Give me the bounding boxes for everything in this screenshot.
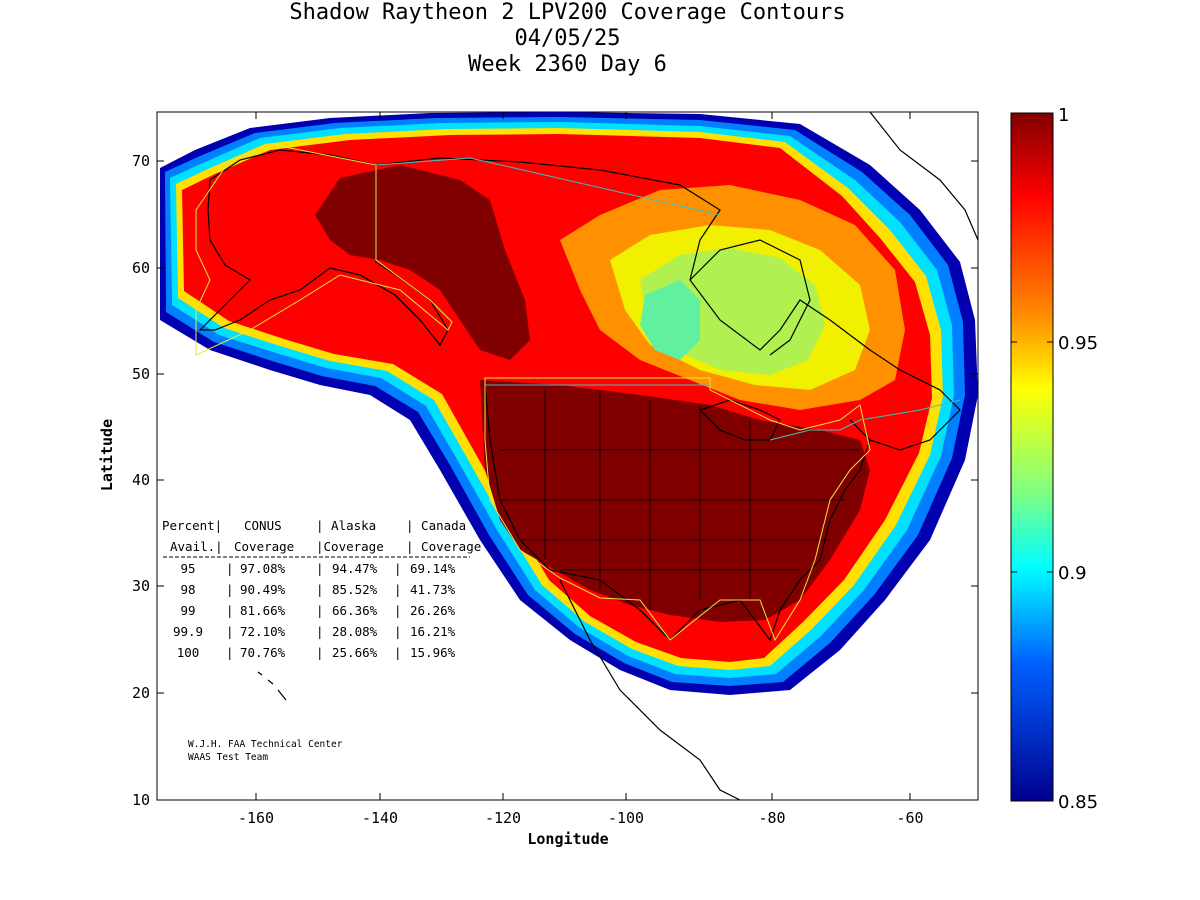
table-row: 98 | 90.49% | 85.52% | 41.73% [180,582,455,597]
table-header-percent: Percent| [162,518,222,533]
colorbar-ticks [1011,341,1053,573]
table-sep: | [226,582,234,597]
table-row: 95 | 97.08% | 94.47% | 69.14% [180,561,455,576]
table-cell-alaska: 94.47% [332,561,378,576]
table-sep: | [316,624,324,639]
table-cell-alaska: 66.36% [332,603,378,618]
table-sep: | [226,561,234,576]
table-header-canada: | Canada [406,518,466,533]
coverage-contours [160,112,978,695]
map-week-day: Week 2360 Day 6 [468,52,667,77]
table-cell-conus: 72.10% [240,624,286,639]
y-tick-label: 70 [132,152,150,170]
x-tick-label: -60 [896,809,923,827]
us-canada-border [375,157,961,441]
table-cell-alaska: 85.52% [332,582,378,597]
axis-ticks [157,112,978,800]
table-subheader-alaska: |Coverage [316,539,384,554]
table-cell-alaska: 25.66% [332,645,378,660]
table-subheader-avail: Avail.| [170,539,223,554]
table-row: 99 | 81.66% | 66.36% | 26.26% [180,603,455,618]
contour-canada-cyan [640,280,700,360]
table-cell-canada: 26.26% [410,603,456,618]
us-coast [484,384,871,642]
table-subheader-canada: | Coverage [406,539,481,554]
canada-coast [375,157,961,451]
table-subheader-conus: Coverage [234,539,294,554]
table-cell-percent: 98 [180,582,195,597]
colorbar [1010,112,1054,802]
table-sep: | [226,603,234,618]
table-header-alaska: | Alaska [316,518,376,533]
y-tick-label: 10 [132,791,150,809]
colorbar-tick-label: 0.9 [1058,563,1087,584]
table-sep: | [316,582,324,597]
table-cell-percent: 95 [180,561,195,576]
table-cell-canada: 16.21% [410,624,456,639]
table-cell-percent: 99.9 [173,624,203,639]
table-cell-canada: 69.14% [410,561,456,576]
colorbar-tick-label: 0.95 [1058,333,1098,354]
x-tick-label: -100 [608,809,644,827]
coverage-table: Percent| CONUS | Alaska | Canada Avail.|… [162,518,481,660]
mexico-coast [559,579,741,800]
table-row: 99.9 | 72.10% | 28.08% | 16.21% [173,624,456,639]
table-cell-conus: 90.49% [240,582,286,597]
alaska-fir-boundary [195,144,453,356]
y-tick-label: 60 [132,259,150,277]
table-cell-percent: 100 [177,645,200,660]
great-lakes [698,399,781,441]
table-sep: | [226,645,234,660]
international-borders [375,157,961,441]
contour-conus-core [480,380,870,622]
y-tick-label: 50 [132,365,150,383]
table-sep: | [226,624,234,639]
table-sep: | [394,645,402,660]
y-tick-label: 20 [132,684,150,702]
table-sep: | [394,582,402,597]
y-tick-label: 40 [132,471,150,489]
table-sep: | [394,603,402,618]
fir-boundaries [195,144,871,642]
hudson-bay [689,239,811,356]
y-tick-label: 30 [132,577,150,595]
table-row: 100 | 70.76% | 25.66% | 15.96% [177,645,456,660]
hawaii-islands [257,671,287,701]
table-cell-canada: 41.73% [410,582,456,597]
colorbar-tick-label: 0.85 [1058,792,1098,813]
colorbar-tick-label: 1 [1058,105,1069,126]
credit-line-1: W.J.H. FAA Technical Center [188,739,343,750]
table-cell-alaska: 28.08% [332,624,378,639]
contour-alaska-core [315,165,530,360]
table-sep: | [316,561,324,576]
credit-line-2: WAAS Test Team [188,752,268,763]
table-sep: | [316,645,324,660]
conus-fir-boundary [484,377,871,642]
x-tick-label: -120 [485,809,521,827]
x-tick-label: -140 [362,809,398,827]
x-tick-label: -80 [758,809,785,827]
table-header-conus: CONUS [244,518,282,533]
table-cell-conus: 97.08% [240,561,286,576]
us-state-grid [500,390,860,610]
x-axis-label: Longitude [527,830,608,848]
x-tick-label: -160 [238,809,274,827]
table-cell-canada: 15.96% [410,645,456,660]
table-cell-conus: 81.66% [240,603,286,618]
map-title: Shadow Raytheon 2 LPV200 Coverage Contou… [289,0,846,25]
table-sep: | [316,603,324,618]
coastlines [198,112,978,800]
greenland-coast [869,112,978,241]
table-sep: | [394,561,402,576]
map-date: 04/05/25 [514,26,621,51]
table-cell-percent: 99 [180,603,195,618]
y-axis-label: Latitude [98,419,116,491]
table-sep: | [394,624,402,639]
table-cell-conus: 70.76% [240,645,286,660]
